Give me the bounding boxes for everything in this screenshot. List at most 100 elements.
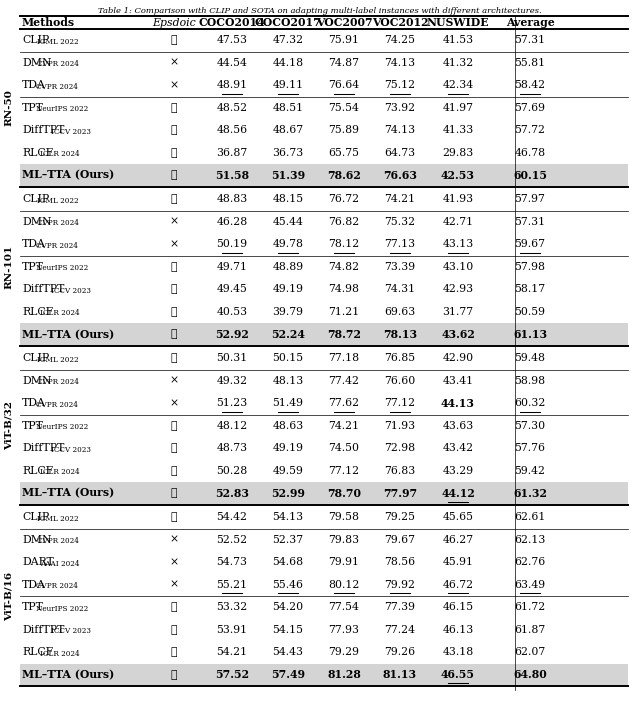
Text: Table 1: Comparison with CLIP and SOTA on adapting multi-label instances with di: Table 1: Comparison with CLIP and SOTA o… <box>98 7 542 15</box>
Text: ✓: ✓ <box>171 670 177 680</box>
Text: 73.92: 73.92 <box>385 102 415 113</box>
Text: ICCV 2023: ICCV 2023 <box>51 128 91 135</box>
Bar <box>20 663 628 686</box>
Text: 47.32: 47.32 <box>273 35 303 45</box>
Text: 73.39: 73.39 <box>385 262 415 272</box>
Text: 78.72: 78.72 <box>327 329 361 340</box>
Text: 75.54: 75.54 <box>328 102 360 113</box>
Text: CVPR 2024: CVPR 2024 <box>36 401 78 409</box>
Text: 74.82: 74.82 <box>328 262 360 272</box>
Text: 46.55: 46.55 <box>441 669 475 680</box>
Text: CVPR 2024: CVPR 2024 <box>37 537 79 545</box>
Text: CLIP: CLIP <box>22 353 49 363</box>
Text: 48.83: 48.83 <box>216 194 248 204</box>
Text: 58.42: 58.42 <box>515 80 545 91</box>
Text: 54.68: 54.68 <box>273 557 303 567</box>
Text: 49.19: 49.19 <box>273 443 303 453</box>
Text: DiffTPT: DiffTPT <box>22 284 65 294</box>
Text: 59.42: 59.42 <box>515 465 545 476</box>
Text: 64.80: 64.80 <box>513 669 547 680</box>
Text: 46.78: 46.78 <box>515 147 545 158</box>
Text: 57.97: 57.97 <box>515 194 545 204</box>
Text: 57.69: 57.69 <box>515 102 545 113</box>
Text: 69.63: 69.63 <box>385 307 415 317</box>
Text: 77.39: 77.39 <box>385 602 415 612</box>
Text: NUSWIDE: NUSWIDE <box>427 17 489 28</box>
Text: 80.12: 80.12 <box>328 580 360 590</box>
Text: 74.87: 74.87 <box>328 58 360 68</box>
Text: 51.39: 51.39 <box>271 170 305 180</box>
Text: ✓: ✓ <box>171 602 177 612</box>
Text: 57.31: 57.31 <box>515 217 545 227</box>
Text: 74.98: 74.98 <box>328 284 360 294</box>
Text: 42.90: 42.90 <box>442 353 474 363</box>
Text: 48.12: 48.12 <box>216 420 248 431</box>
Text: 79.92: 79.92 <box>385 580 415 590</box>
Text: 57.30: 57.30 <box>515 420 545 431</box>
Text: DiffTPT: DiffTPT <box>22 125 65 135</box>
Bar <box>20 482 628 505</box>
Text: TDA: TDA <box>22 580 46 590</box>
Text: 54.73: 54.73 <box>216 557 248 567</box>
Text: CVPR 2024: CVPR 2024 <box>36 241 78 250</box>
Text: ✓: ✓ <box>171 35 177 45</box>
Text: 49.11: 49.11 <box>273 80 303 91</box>
Text: 61.87: 61.87 <box>515 625 546 635</box>
Text: 77.54: 77.54 <box>328 602 360 612</box>
Text: 78.70: 78.70 <box>327 488 361 498</box>
Text: 48.63: 48.63 <box>273 420 303 431</box>
Text: 39.79: 39.79 <box>273 307 303 317</box>
Text: NeurIPS 2022: NeurIPS 2022 <box>36 423 88 431</box>
Text: TDA: TDA <box>22 398 46 409</box>
Text: 46.28: 46.28 <box>216 217 248 227</box>
Text: 50.15: 50.15 <box>273 353 303 363</box>
Text: 60.32: 60.32 <box>515 398 546 409</box>
Text: ✓: ✓ <box>171 262 177 272</box>
Text: ×: × <box>170 80 179 91</box>
Text: NeurIPS 2022: NeurIPS 2022 <box>36 264 88 272</box>
Text: ×: × <box>170 376 179 386</box>
Text: 40.53: 40.53 <box>216 307 248 317</box>
Text: 54.13: 54.13 <box>273 512 303 522</box>
Text: CVPR 2024: CVPR 2024 <box>36 83 78 91</box>
Text: ML–TTA (Ours): ML–TTA (Ours) <box>22 488 115 498</box>
Text: ICLR 2024: ICLR 2024 <box>40 150 79 158</box>
Text: 79.91: 79.91 <box>328 557 360 567</box>
Text: DiffTPT: DiffTPT <box>22 625 65 635</box>
Text: 72.98: 72.98 <box>385 443 415 453</box>
Text: ×: × <box>170 398 179 409</box>
Text: 41.97: 41.97 <box>442 102 474 113</box>
Text: ×: × <box>170 239 179 249</box>
Text: 53.91: 53.91 <box>216 625 248 635</box>
Text: 78.62: 78.62 <box>327 170 361 180</box>
Text: ✓: ✓ <box>171 443 177 453</box>
Text: 74.21: 74.21 <box>328 420 360 431</box>
Text: ML–TTA (Ours): ML–TTA (Ours) <box>22 669 115 680</box>
Text: 43.10: 43.10 <box>442 262 474 272</box>
Text: 41.32: 41.32 <box>442 58 474 68</box>
Text: DiffTPT: DiffTPT <box>22 443 65 453</box>
Text: 77.42: 77.42 <box>328 376 360 386</box>
Text: DART: DART <box>22 557 54 567</box>
Text: 77.24: 77.24 <box>385 625 415 635</box>
Text: RN-101: RN-101 <box>4 244 13 289</box>
Text: ×: × <box>170 217 179 227</box>
Text: 48.67: 48.67 <box>273 125 303 135</box>
Text: CVPR 2024: CVPR 2024 <box>37 378 79 386</box>
Text: ✓: ✓ <box>171 171 177 180</box>
Text: 51.49: 51.49 <box>273 398 303 409</box>
Text: ×: × <box>170 535 179 545</box>
Text: 50.31: 50.31 <box>216 353 248 363</box>
Text: 65.75: 65.75 <box>328 147 360 158</box>
Text: 59.48: 59.48 <box>515 353 545 363</box>
Text: 79.25: 79.25 <box>385 512 415 522</box>
Text: 43.62: 43.62 <box>441 329 475 340</box>
Text: DMN: DMN <box>22 535 51 545</box>
Text: 48.15: 48.15 <box>273 194 303 204</box>
Text: 57.49: 57.49 <box>271 669 305 680</box>
Text: 52.52: 52.52 <box>216 535 248 545</box>
Text: 48.56: 48.56 <box>216 125 248 135</box>
Text: 55.81: 55.81 <box>515 58 545 68</box>
Text: 42.34: 42.34 <box>442 80 474 91</box>
Text: 75.32: 75.32 <box>385 217 415 227</box>
